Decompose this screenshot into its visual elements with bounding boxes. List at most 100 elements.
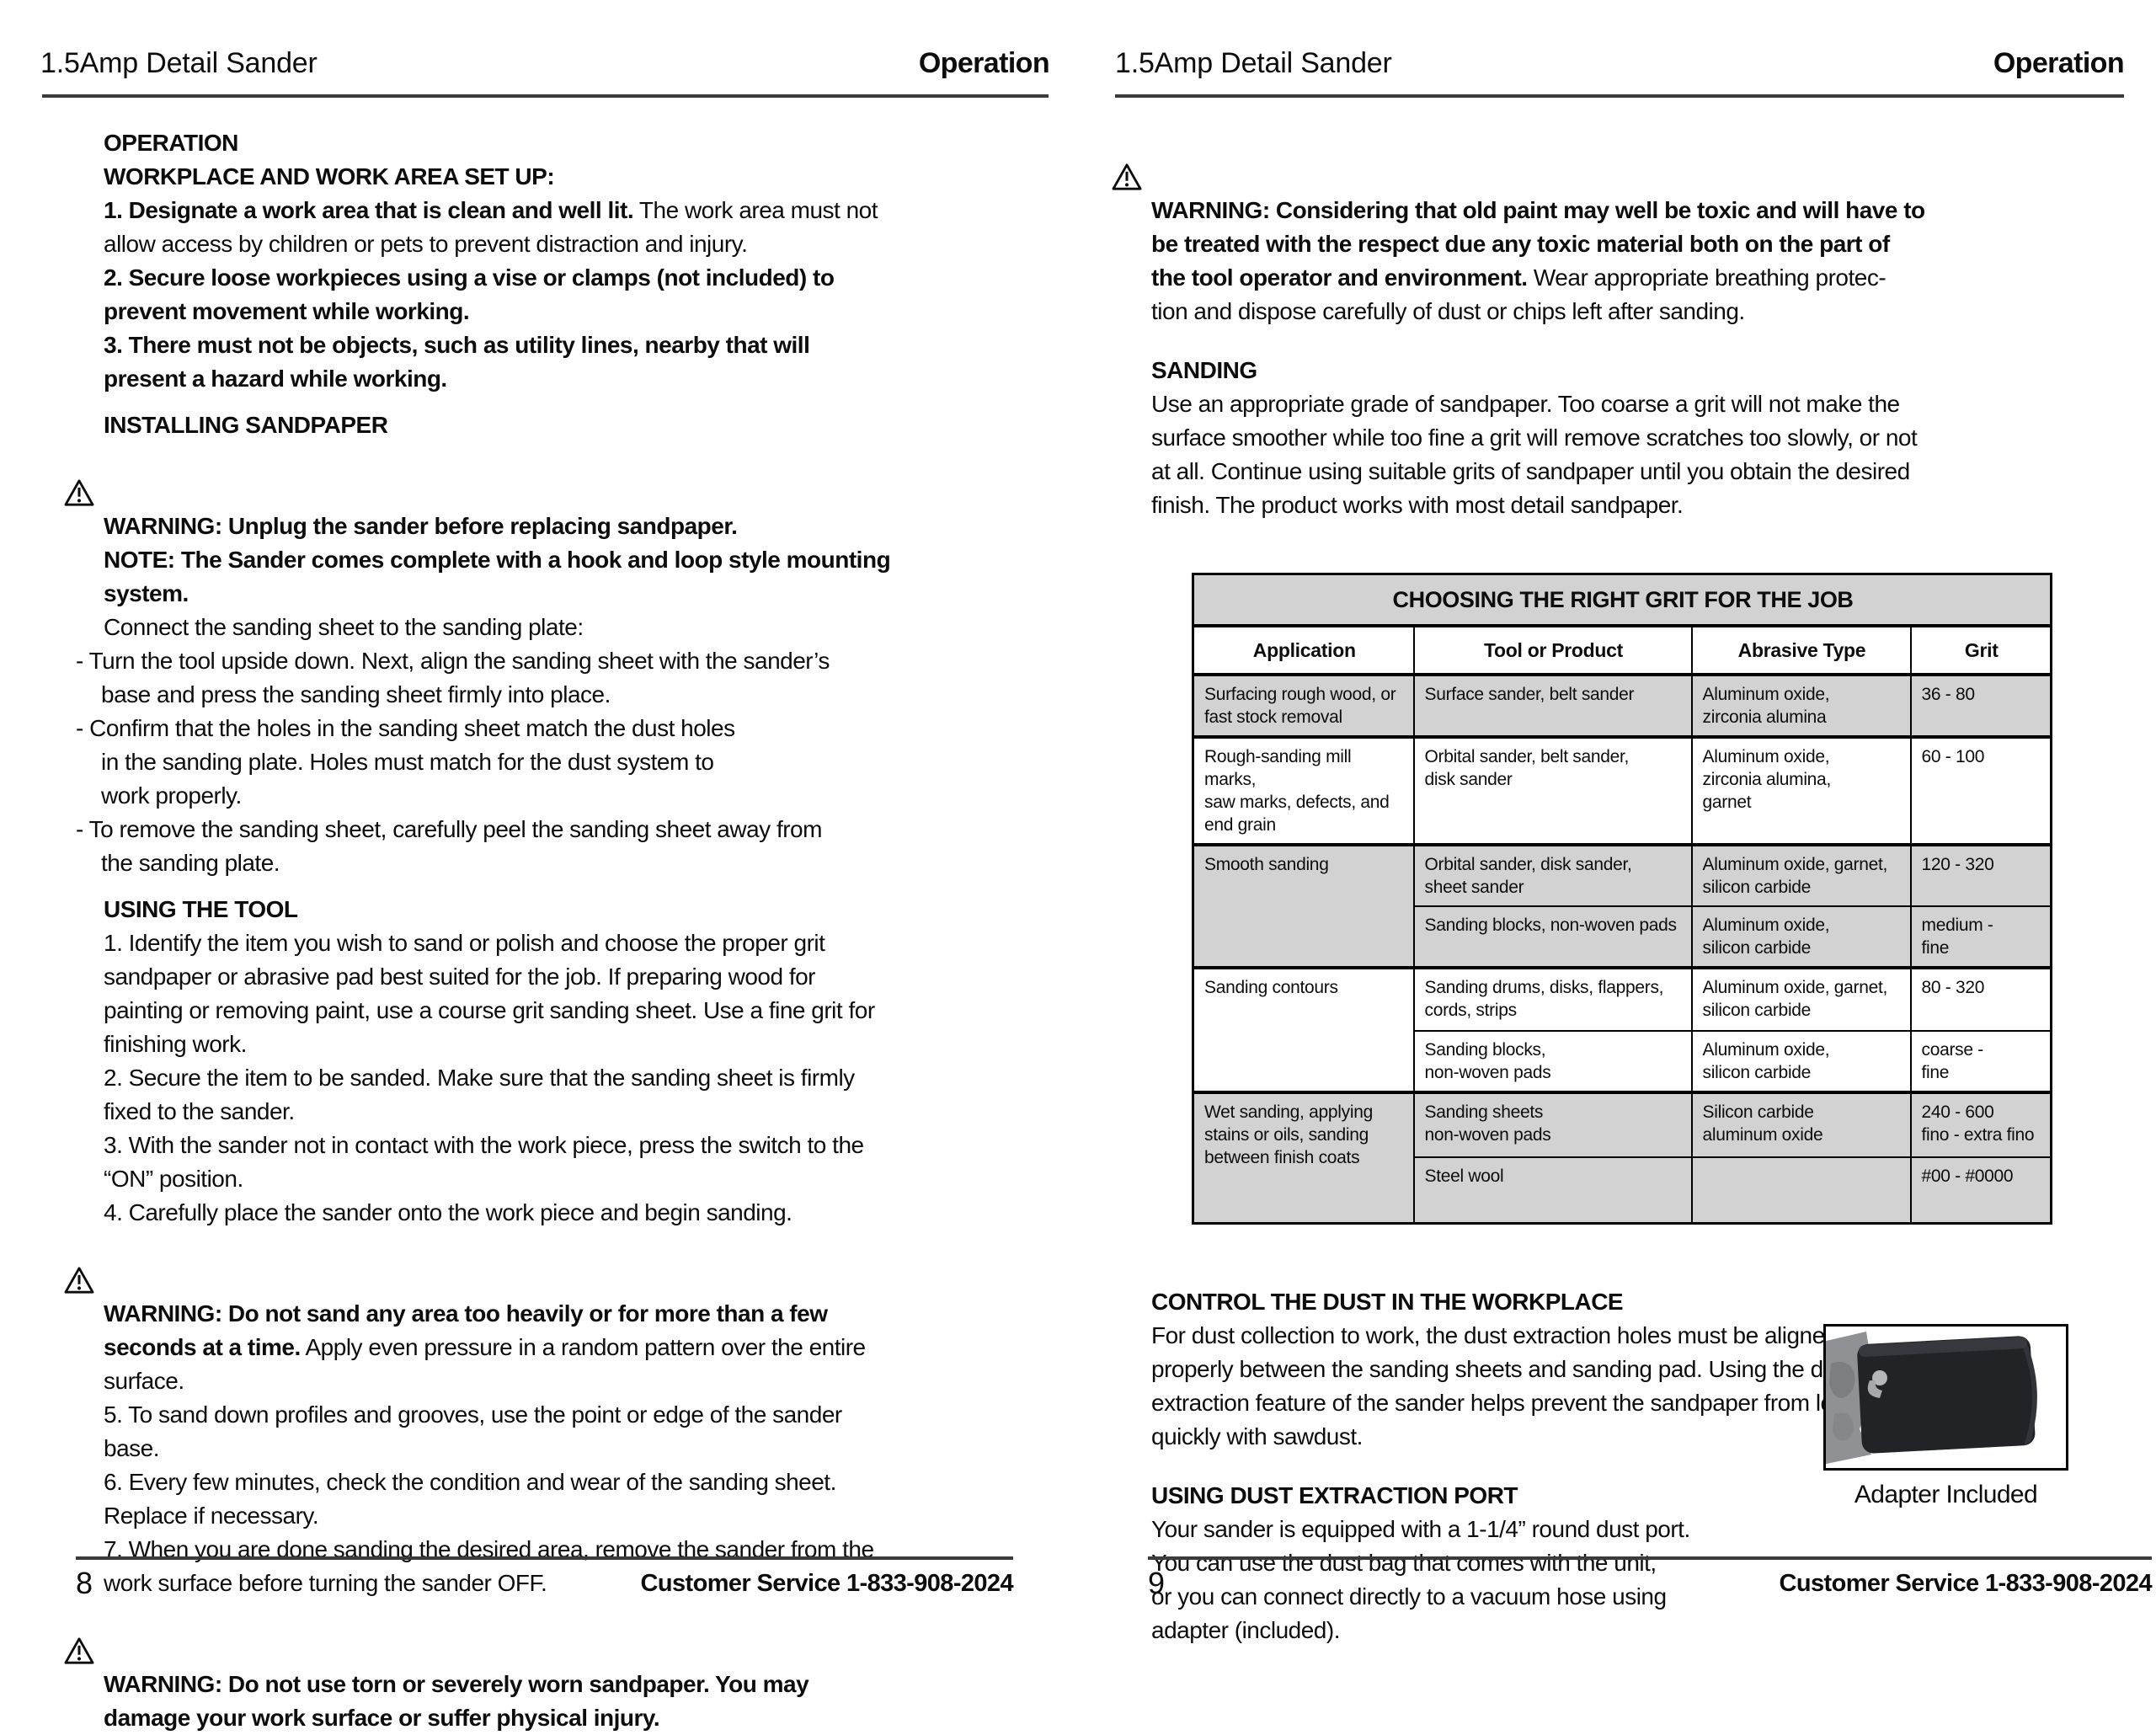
connect-intro: Connect the sanding sheet to the sanding… — [104, 614, 584, 640]
col-header-abrasive: Abrasive Type — [1690, 625, 1912, 676]
grit-cell: 120 - 320 — [1909, 843, 2052, 907]
warning-heavy-sanding: WARNING: Do not sand any area too heavil… — [64, 1230, 1057, 1398]
warning-icon — [63, 445, 95, 506]
doc-title: 1.5Amp Detail Sander — [40, 47, 318, 79]
abrasive-cell: Aluminum oxide, silicon carbide — [1690, 905, 1912, 969]
workplace-heading: WORKPLACE AND WORK AREA SET UP: — [104, 163, 555, 190]
table-row: Sanding blocks, non-woven pads Aluminum … — [1193, 905, 2052, 969]
page-footer: 9 Customer Service 1-833-908-2024 — [1148, 1556, 2153, 1602]
sanding-heading: SANDING — [1151, 357, 1257, 383]
warning-icon — [1111, 129, 1143, 190]
footer-rule — [76, 1556, 1013, 1560]
note-hook-loop: NOTE: The Sander comes complete with a h… — [104, 547, 891, 606]
table-row: Rough-sanding mill marks, saw marks, def… — [1192, 735, 2052, 846]
grit-cell: coarse - fine — [1909, 1030, 2052, 1093]
tool-cell: Sanding blocks, non-woven pads — [1412, 1030, 1693, 1093]
table-row: Sanding contours Sanding drums, disks, f… — [1192, 966, 2052, 1093]
tool-cell: Orbital sander, disk sander, sheet sande… — [1412, 843, 1693, 907]
abrasive-cell: Silicon carbide aluminum oxide — [1690, 1091, 1912, 1158]
dust-port-section: USING DUST EXTRACTION PORT Your sander i… — [1151, 1479, 2128, 1647]
using-item-5: 5. To sand down profiles and grooves, us… — [104, 1401, 842, 1461]
customer-service: Customer Service 1-833-908-2024 — [640, 1570, 1014, 1597]
abrasive-cell — [1690, 1156, 1912, 1225]
operation-heading: OPERATION — [104, 130, 238, 156]
grit-cell: 80 - 320 — [1909, 966, 2052, 1032]
table-title: CHOOSING THE RIGHT GRIT FOR THE JOB — [1192, 573, 2052, 627]
using-item-1: 1. Identify the item you wish to sand or… — [104, 930, 875, 1057]
header-rule — [1115, 94, 2124, 98]
abrasive-cell: Aluminum oxide, silicon carbide — [1690, 1030, 1912, 1093]
grit-cell: #00 - #0000 — [1909, 1156, 2052, 1225]
grit-cell: 36 - 80 — [1909, 673, 2052, 738]
tool-cell: Sanding drums, disks, flappers, cords, s… — [1412, 966, 1693, 1032]
grit-cell: medium - fine — [1909, 905, 2052, 969]
sanding-paragraph: Use an appropriate grade of sandpaper. T… — [1151, 391, 1918, 518]
using-item-2: 2. Secure the item to be sanded. Make su… — [104, 1065, 855, 1124]
tool-cell: Surface sander, belt sander — [1412, 673, 1693, 738]
page-8: 1.5Amp Detail Sander Operation OPERATION… — [0, 0, 1078, 1731]
grit-table: CHOOSING THE RIGHT GRIT FOR THE JOB Appl… — [1192, 573, 2053, 1225]
dust-control-heading: CONTROL THE DUST IN THE WORKPLACE — [1151, 1289, 1624, 1315]
table-row: Smooth sanding Orbital sander, disk sand… — [1192, 843, 2052, 969]
page-number: 8 — [76, 1566, 93, 1600]
table-row: Wet sanding, applying stains or oils, sa… — [1192, 1091, 2052, 1225]
footer-rule — [1148, 1556, 2152, 1560]
application-cell: Wet sanding, applying stains or oils, sa… — [1192, 1091, 1415, 1225]
customer-service: Customer Service 1-833-908-2024 — [1779, 1570, 2153, 1597]
section-label: Operation — [918, 47, 1050, 79]
grit-cell: 60 - 100 — [1909, 735, 2052, 846]
warning-toxic-paint: WARNING: Considering that old paint may … — [1112, 126, 2128, 328]
dust-port-heading: USING DUST EXTRACTION PORT — [1151, 1482, 1518, 1508]
adapter-photo — [1823, 1324, 2068, 1471]
abrasive-cell: Aluminum oxide, zirconia alumina — [1690, 673, 1912, 738]
workplace-item-2: 2. Secure loose workpieces using a vise … — [104, 264, 835, 324]
tool-cell: Orbital sander, belt sander, disk sander — [1412, 735, 1693, 846]
dust-port-paragraph: Your sander is equipped with a 1-1/4” ro… — [1151, 1516, 1690, 1643]
warning-icon — [63, 1232, 95, 1294]
abrasive-cell: Aluminum oxide, zirconia alumina, garnet — [1690, 735, 1912, 846]
installing-heading: INSTALLING SANDPAPER — [104, 412, 388, 438]
application-cell: Sanding contours — [1192, 966, 1415, 1093]
page-header: 1.5Amp Detail Sander Operation — [1115, 47, 2125, 80]
using-item-3: 3. With the sander not in contact with t… — [104, 1132, 864, 1192]
abrasive-cell: Aluminum oxide, garnet, silicon carbide — [1690, 966, 1912, 1032]
tool-cell: Steel wool — [1412, 1156, 1693, 1225]
doc-title: 1.5Amp Detail Sander — [1115, 47, 1392, 79]
adapter-caption: Adapter Included — [1854, 1481, 2038, 1508]
workplace-item-1: 1. Designate a work area that is clean a… — [104, 197, 878, 257]
port-pin — [1872, 1370, 1887, 1385]
using-item-6: 6. Every few minutes, check the conditio… — [104, 1469, 836, 1529]
table-row: Surfacing rough wood, or fast stock remo… — [1192, 673, 2052, 738]
col-header-application: Application — [1192, 625, 1415, 676]
application-cell: Rough-sanding mill marks, saw marks, def… — [1192, 735, 1415, 846]
page-header: 1.5Amp Detail Sander Operation — [40, 47, 1050, 80]
grit-cell: 240 - 600 fino - extra fino — [1909, 1091, 2052, 1158]
header-rule — [42, 94, 1049, 98]
application-cell: Surfacing rough wood, or fast stock remo… — [1192, 673, 1415, 738]
tool-cell: Sanding blocks, non-woven pads — [1412, 905, 1693, 969]
page-number: 9 — [1148, 1566, 1166, 1600]
page-footer: 8 Customer Service 1-833-908-2024 — [76, 1556, 1014, 1602]
col-header-tool: Tool or Product — [1412, 625, 1693, 676]
tool-cell: Sanding sheets non-woven pads — [1412, 1091, 1693, 1158]
warning-icon — [63, 1603, 95, 1664]
page-body: OPERATION WORKPLACE AND WORK AREA SET UP… — [64, 126, 1057, 1735]
page-body: WARNING: Considering that old paint may … — [1112, 126, 2128, 1647]
install-step-3: - To remove the sanding sheet, carefully… — [76, 816, 822, 876]
install-step-2: - Confirm that the holes in the sanding … — [76, 715, 735, 809]
page-9: 1.5Amp Detail Sander Operation WARNING: … — [1078, 0, 2156, 1668]
adapter-cylinder — [1857, 1336, 2037, 1454]
application-cell: Smooth sanding — [1192, 843, 1415, 969]
section-label: Operation — [1993, 47, 2125, 79]
table-row: Sanding blocks, non-woven pads Aluminum … — [1193, 1030, 2052, 1093]
adapter-figure: Adapter Included — [1823, 1324, 2070, 1509]
abrasive-cell: Aluminum oxide, garnet, silicon carbide — [1690, 843, 1912, 907]
install-step-1: - Turn the tool upside down. Next, align… — [76, 648, 830, 707]
table-row: Steel wool #00 - #0000 — [1193, 1156, 2052, 1225]
warning-worn-sandpaper: WARNING: Do not use torn or severely wor… — [64, 1600, 1057, 1735]
warning-unplug: WARNING: Unplug the sander before replac… — [64, 442, 1057, 543]
using-item-4: 4. Carefully place the sander onto the w… — [104, 1199, 792, 1225]
using-tool-heading: USING THE TOOL — [104, 896, 298, 922]
workplace-item-3: 3. There must not be objects, such as ut… — [104, 332, 810, 392]
